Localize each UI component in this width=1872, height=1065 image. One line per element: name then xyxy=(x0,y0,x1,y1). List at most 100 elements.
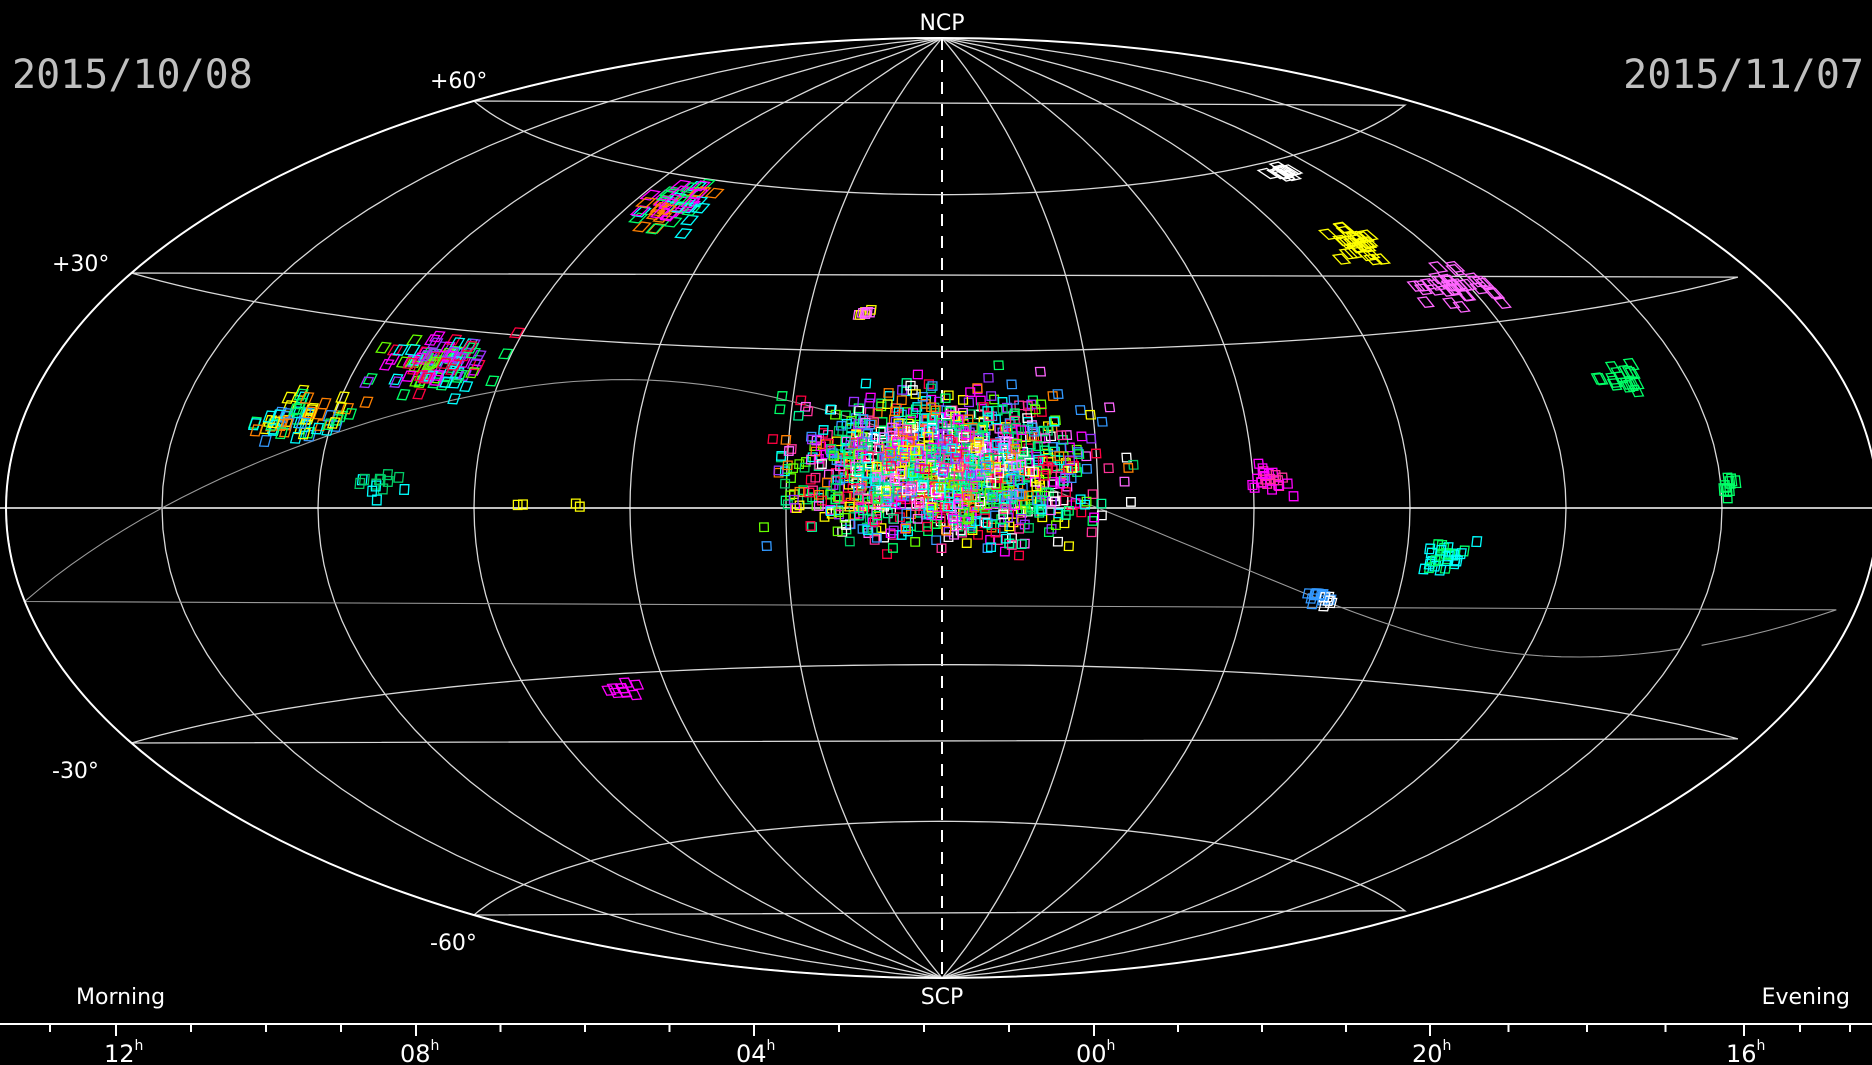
survey-field xyxy=(1271,164,1298,176)
survey-field xyxy=(289,431,303,444)
survey-field xyxy=(882,399,893,410)
survey-field xyxy=(994,468,1005,478)
survey-field xyxy=(1288,491,1299,502)
survey-field xyxy=(893,407,904,418)
survey-field xyxy=(997,523,1008,534)
survey-field xyxy=(1034,507,1045,518)
survey-field xyxy=(1000,422,1012,432)
ra-axis: 12h 08h 04h 00h 20h 16h xyxy=(0,1023,1872,1065)
survey-field xyxy=(1418,563,1431,575)
survey-field xyxy=(485,375,500,387)
survey-field xyxy=(983,412,994,423)
survey-field xyxy=(332,402,348,414)
survey-field xyxy=(845,440,856,450)
survey-field xyxy=(1096,416,1108,427)
survey-field xyxy=(399,483,410,495)
survey-field xyxy=(463,342,480,354)
survey-field xyxy=(929,519,940,529)
survey-field xyxy=(857,446,868,457)
survey-field xyxy=(1048,416,1060,427)
survey-field xyxy=(1455,289,1475,302)
survey-field xyxy=(1054,451,1065,462)
survey-field xyxy=(785,490,796,501)
survey-field xyxy=(1040,468,1051,479)
survey-field xyxy=(1471,536,1483,548)
parallel-line xyxy=(472,100,1407,196)
survey-field xyxy=(1338,248,1359,260)
survey-field xyxy=(795,395,807,406)
survey-field xyxy=(896,530,907,540)
survey-field xyxy=(1332,222,1355,234)
survey-field xyxy=(994,423,1005,434)
survey-field xyxy=(983,372,994,383)
survey-field xyxy=(649,207,671,219)
survey-field xyxy=(972,383,983,393)
survey-field xyxy=(635,197,657,209)
survey-field xyxy=(1001,474,1012,484)
survey-field xyxy=(775,451,787,461)
ra-label-08h: 08h xyxy=(400,1038,439,1065)
dec-label-minus-30: -30° xyxy=(52,759,99,784)
survey-field xyxy=(1592,372,1609,386)
survey-field xyxy=(993,360,1005,371)
survey-field xyxy=(952,449,963,459)
survey-field xyxy=(1060,472,1071,483)
survey-field xyxy=(963,397,975,408)
survey-field xyxy=(993,454,1004,465)
survey-field xyxy=(1002,486,1013,497)
survey-field xyxy=(335,391,350,404)
survey-field xyxy=(948,513,958,524)
survey-field xyxy=(905,414,917,425)
survey-field xyxy=(401,370,417,382)
survey-field xyxy=(1086,527,1097,538)
survey-field xyxy=(905,509,916,520)
survey-field xyxy=(999,440,1010,451)
survey-field xyxy=(840,520,851,530)
survey-field xyxy=(974,430,985,440)
survey-field xyxy=(1025,439,1036,450)
survey-field xyxy=(885,528,896,539)
survey-field xyxy=(824,404,836,415)
survey-field xyxy=(767,434,779,444)
survey-field xyxy=(943,390,954,401)
survey-field xyxy=(1056,430,1067,441)
survey-field xyxy=(1052,389,1064,399)
survey-field xyxy=(891,403,902,414)
survey-field xyxy=(446,359,463,371)
survey-field xyxy=(471,349,487,362)
survey-field xyxy=(1317,228,1340,240)
survey-field xyxy=(892,437,903,447)
survey-field xyxy=(927,381,938,391)
survey-field xyxy=(843,457,854,468)
survey-field xyxy=(1008,395,1020,405)
survey-field xyxy=(997,396,1008,407)
survey-field xyxy=(977,423,988,434)
survey-field xyxy=(844,501,855,512)
survey-field xyxy=(676,187,698,199)
ra-label-04h: 04h xyxy=(736,1038,775,1065)
survey-field xyxy=(1036,504,1047,515)
survey-field xyxy=(1277,169,1303,182)
survey-field xyxy=(267,416,281,429)
survey-field xyxy=(1064,455,1076,466)
survey-field xyxy=(861,306,873,317)
survey-field xyxy=(1063,505,1074,516)
survey-field xyxy=(358,473,370,485)
survey-field xyxy=(998,443,1009,453)
survey-field xyxy=(871,533,882,543)
north-pole-label: NCP xyxy=(919,11,964,36)
survey-field xyxy=(957,407,969,418)
survey-field xyxy=(1001,490,1012,501)
survey-field xyxy=(961,538,972,548)
survey-field xyxy=(937,421,948,431)
survey-field xyxy=(1059,518,1070,529)
survey-field xyxy=(465,347,482,359)
survey-field xyxy=(960,477,971,488)
survey-field xyxy=(919,464,930,475)
survey-field xyxy=(1482,286,1503,299)
survey-field xyxy=(804,487,815,498)
survey-field xyxy=(443,346,460,359)
survey-field xyxy=(1265,473,1276,485)
survey-field xyxy=(825,489,836,500)
survey-field xyxy=(1425,547,1438,559)
